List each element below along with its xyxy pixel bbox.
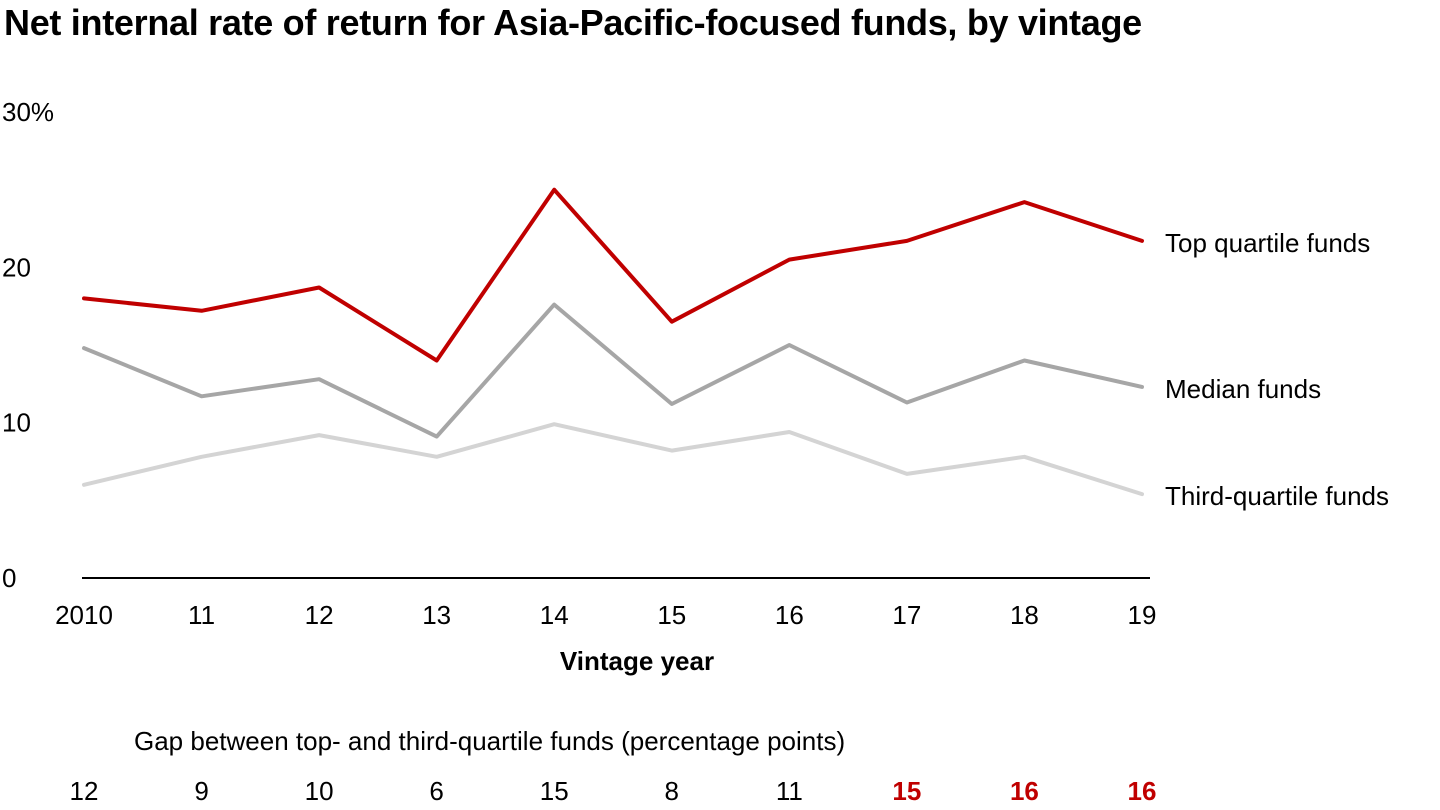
gap-value: 16 <box>1128 776 1157 806</box>
x-axis-ticks: 2010 11 12 13 14 15 16 17 18 19 <box>55 600 1156 630</box>
series-line <box>82 422 1144 497</box>
series-label: Median funds <box>1165 374 1321 404</box>
series-labels: Top quartile funds Median funds Third-quar… <box>1165 228 1389 511</box>
series-line <box>82 187 1144 363</box>
series-label: Third-quartile funds <box>1165 481 1389 511</box>
x-tick-label: 17 <box>892 600 921 630</box>
x-tick-label: 12 <box>305 600 334 630</box>
x-tick-label: 16 <box>775 600 804 630</box>
gap-value: 8 <box>665 776 679 806</box>
x-axis-label: Vintage year <box>560 646 714 676</box>
series-line <box>82 302 1144 439</box>
gap-value: 6 <box>429 776 443 806</box>
gap-value: 12 <box>70 776 99 806</box>
gap-value: 16 <box>1010 776 1039 806</box>
y-tick-label: 20 <box>2 252 31 282</box>
gap-value: 11 <box>776 776 803 806</box>
x-tick-label: 11 <box>188 600 215 630</box>
gap-value: 10 <box>305 776 334 806</box>
x-tick-label: 13 <box>422 600 451 630</box>
x-tick-label: 18 <box>1010 600 1039 630</box>
x-tick-label: 2010 <box>55 600 113 630</box>
x-tick-label: 15 <box>657 600 686 630</box>
y-tick-label: 0 <box>2 563 16 593</box>
gap-value: 15 <box>540 776 569 806</box>
series-lines <box>82 187 1144 497</box>
gap-value: 9 <box>194 776 208 806</box>
y-tick-label: 10 <box>2 408 31 438</box>
gap-row-title: Gap between top- and third-quartile fund… <box>134 726 846 756</box>
x-tick-label: 14 <box>540 600 569 630</box>
x-tick-label: 19 <box>1128 600 1157 630</box>
chart-title: Net internal rate of return for Asia-Pac… <box>4 2 1142 43</box>
y-tick-label: 30% <box>2 97 54 127</box>
gap-values-row: 12 9 10 6 15 8 11 15 16 16 <box>70 776 1157 806</box>
series-label: Top quartile funds <box>1165 228 1370 258</box>
gap-value: 15 <box>892 776 921 806</box>
y-axis-ticks: 0 10 20 30% <box>2 97 54 593</box>
